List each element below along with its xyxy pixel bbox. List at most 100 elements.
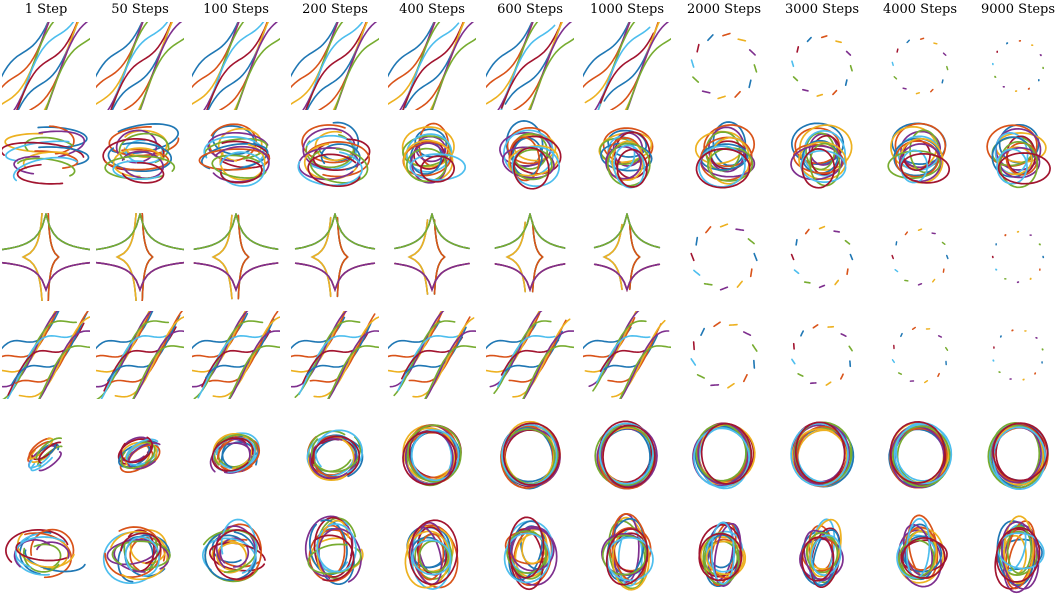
trajectory-r0-c4-11 — [431, 37, 476, 110]
trajectory-r2-c8-3 — [818, 284, 826, 289]
trajectory-r0-c9-11 — [946, 65, 949, 71]
trajectory-r0-c2-8 — [218, 22, 269, 110]
trajectory-r0-c0-8 — [28, 22, 79, 110]
panel-r0-c5 — [486, 22, 574, 110]
trajectory-r0-c2-5 — [206, 22, 265, 110]
trajectory-r0-c10-10 — [1039, 54, 1042, 57]
trajectory-r1-c7-11 — [707, 147, 754, 182]
trajectory-r0-c0-5 — [16, 22, 75, 110]
trajectory-r0-c2-0 — [192, 22, 239, 78]
panel-r0-c0 — [2, 22, 90, 110]
trajectory-r2-c8-0 — [849, 253, 854, 261]
trajectory-r4-c7-12 — [693, 427, 750, 488]
trajectory-r4-c0-10 — [38, 451, 62, 472]
trajectory-r5-c10-13 — [995, 527, 1041, 583]
trajectory-r2-c2-8 — [237, 214, 250, 300]
trajectory-r3-c1-2 — [96, 311, 151, 373]
trajectory-r4-c9-13 — [889, 421, 946, 484]
trajectory-r3-c5-4 — [493, 320, 552, 395]
trajectory-r5-c2-11 — [202, 529, 258, 573]
trajectory-r3-c3-3 — [291, 311, 348, 388]
trajectory-r2-c0-7 — [2, 213, 90, 251]
trajectory-r1-c9-11 — [887, 150, 941, 180]
trajectory-r3-c1-5 — [100, 330, 173, 399]
panel-r1-c5 — [499, 120, 562, 190]
trajectory-r3-c3-7 — [305, 322, 372, 376]
trajectory-r3-c4-6 — [401, 336, 463, 380]
trajectory-r3-c5-2 — [486, 311, 541, 373]
trajectory-r2-c1-11 — [96, 213, 184, 251]
panel-r5-c5 — [503, 516, 558, 591]
trajectory-r5-c7-13 — [698, 532, 743, 582]
panel-r4-c2 — [209, 432, 261, 474]
trajectory-r2-c2-10 — [193, 262, 279, 293]
trajectory-r3-c3-9 — [313, 316, 379, 398]
trajectory-r3-c5-0 — [486, 323, 537, 350]
panel-r5-c3 — [304, 515, 364, 586]
panel-r4-c3 — [306, 429, 364, 481]
panel-r0-c1 — [96, 22, 184, 110]
trajectory-r0-c3-11 — [334, 37, 379, 110]
trajectory-r0-c1-1 — [96, 22, 144, 89]
trajectory-r3-c8-1 — [840, 373, 844, 380]
trajectory-r5-c5-13 — [508, 516, 545, 579]
trajectory-r0-c1-8 — [122, 22, 173, 110]
trajectory-r0-c0-4 — [16, 22, 55, 110]
trajectory-r3-c6-11 — [619, 345, 671, 399]
trajectory-r3-c10-8 — [1011, 329, 1014, 332]
trajectory-r2-c8-8 — [804, 228, 810, 235]
column-header-1: 50 Steps — [111, 2, 169, 17]
trajectory-r3-c8-8 — [812, 324, 819, 329]
trajectory-r5-c0-8 — [30, 528, 75, 557]
trajectory-r0-c7-9 — [737, 38, 747, 42]
trajectory-r1-c0-10 — [13, 155, 40, 175]
panel-r2-c0 — [2, 213, 90, 301]
trajectory-r3-c7-8 — [713, 321, 721, 328]
trajectory-r3-c9-10 — [937, 335, 943, 338]
trajectory-r5-c1-2 — [129, 529, 168, 565]
trajectory-r2-c9-7 — [895, 241, 898, 246]
trajectory-r1-c2-13 — [220, 159, 263, 184]
trajectory-r3-c9-1 — [937, 372, 940, 378]
trajectory-r5-c6-7 — [606, 518, 645, 582]
trajectory-r3-c10-11 — [1041, 348, 1044, 351]
trajectory-r1-c0-5 — [5, 140, 70, 162]
trajectory-r4-c6-13 — [602, 424, 656, 489]
trajectory-r0-c4-7 — [404, 22, 465, 109]
trajectory-r1-c7-2 — [694, 130, 745, 165]
trajectory-r3-c4-9 — [412, 317, 475, 398]
trajectory-r2-c0-11 — [2, 213, 90, 251]
trajectory-r2-c3-5 — [310, 216, 332, 298]
trajectory-r2-c8-7 — [795, 238, 798, 246]
trajectory-r5-c7-12 — [710, 521, 735, 585]
trajectory-r2-c1-7 — [96, 213, 184, 251]
panel-r4-c7 — [692, 422, 756, 490]
trajectory-r3-c9-4 — [897, 372, 903, 375]
column-header-4: 400 Steps — [399, 2, 465, 17]
trajectory-r3-c0-9 — [18, 316, 90, 398]
trajectory-r2-c0-3 — [2, 213, 90, 251]
panel-r5-c9 — [896, 514, 948, 588]
trajectory-r2-c3-10 — [294, 262, 376, 293]
trajectory-r1-c2-8 — [198, 148, 271, 171]
trajectory-r2-c10-2 — [1029, 277, 1032, 280]
trajectory-r3-c8-7 — [800, 330, 804, 337]
panel-r5-c0 — [5, 528, 86, 579]
trajectory-r0-c2-11 — [235, 37, 280, 110]
trajectory-r2-c7-11 — [747, 238, 755, 245]
trajectory-r2-c8-6 — [790, 253, 795, 261]
panel-r4-c5 — [500, 420, 561, 490]
trajectory-r0-c1-11 — [139, 37, 184, 110]
trajectory-r1-c5-3 — [499, 132, 552, 167]
trajectory-r2-c4-11 — [394, 213, 470, 250]
trajectory-r3-c7-7 — [700, 327, 705, 336]
trajectory-r2-c9-1 — [942, 268, 945, 273]
trajectory-r2-c3-7 — [294, 213, 376, 250]
trajectory-r1-c7-6 — [709, 140, 747, 170]
trajectory-r0-c8-9 — [835, 40, 842, 44]
trajectory-r0-c8-8 — [820, 35, 828, 39]
column-header-8: 3000 Steps — [785, 2, 859, 17]
trajectory-r3-c2-2 — [192, 311, 247, 373]
trajectory-r4-c7-11 — [695, 423, 747, 482]
